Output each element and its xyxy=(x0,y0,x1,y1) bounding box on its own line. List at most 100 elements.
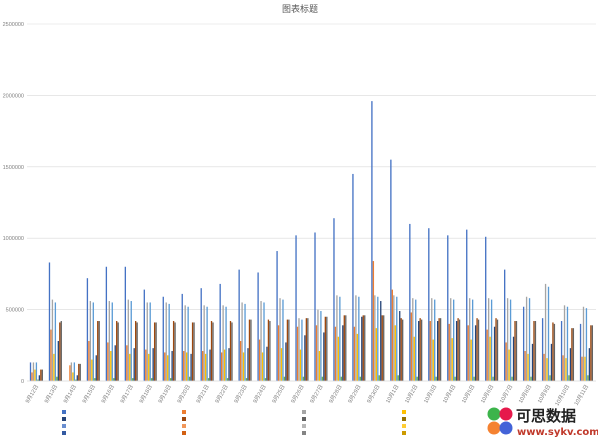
bar xyxy=(413,336,415,381)
bar xyxy=(111,302,113,381)
y-tick-label: 1000000 xyxy=(3,236,24,242)
bar xyxy=(590,325,592,381)
bar xyxy=(531,343,534,381)
bar xyxy=(321,376,324,381)
legend-swatch xyxy=(62,424,66,428)
bar xyxy=(515,321,518,381)
bar xyxy=(286,319,289,381)
bar xyxy=(355,295,357,381)
bar xyxy=(301,319,303,381)
x-tick-label: 9月13日 xyxy=(43,384,59,405)
bar xyxy=(339,296,341,381)
x-tick-label: 9月24日 xyxy=(252,384,268,405)
bar xyxy=(245,378,248,381)
bar xyxy=(153,322,156,381)
bar xyxy=(415,299,417,381)
bar xyxy=(579,323,582,381)
bar xyxy=(467,325,469,381)
bar xyxy=(37,379,39,381)
bar xyxy=(485,236,487,381)
bar xyxy=(257,272,259,381)
bar xyxy=(438,318,440,381)
bar xyxy=(410,312,412,381)
bar xyxy=(60,321,62,381)
bar xyxy=(69,365,71,381)
bar xyxy=(51,299,54,381)
bar xyxy=(504,269,506,381)
bar xyxy=(191,322,194,381)
bar xyxy=(202,351,204,381)
bar xyxy=(326,316,328,381)
bar xyxy=(94,378,96,381)
legend-swatch xyxy=(62,431,66,435)
bar xyxy=(193,322,195,381)
bar xyxy=(32,362,35,381)
bar xyxy=(432,339,434,381)
bar xyxy=(528,298,531,381)
bar xyxy=(471,299,474,381)
x-tick-label: 10月3日 xyxy=(422,384,438,405)
x-tick-label: 10月4日 xyxy=(441,384,457,405)
bar xyxy=(165,302,167,381)
bar xyxy=(434,299,436,381)
bar xyxy=(133,348,135,381)
bar xyxy=(126,345,128,381)
bar xyxy=(148,353,150,381)
bar xyxy=(489,336,491,381)
bar xyxy=(181,293,183,381)
bar xyxy=(396,296,398,381)
bar xyxy=(288,319,290,381)
bar xyxy=(571,328,573,381)
bar xyxy=(56,376,58,381)
bar xyxy=(164,352,166,381)
bar xyxy=(250,319,252,381)
chart-title: 图表标题 xyxy=(282,3,318,14)
y-tick-label: 1500000 xyxy=(3,165,24,171)
bar xyxy=(280,348,283,381)
bar xyxy=(343,315,345,381)
bar xyxy=(152,348,154,381)
bar xyxy=(283,376,286,381)
bar xyxy=(95,355,97,381)
legend-swatch xyxy=(402,410,406,414)
bar xyxy=(534,321,537,381)
bar xyxy=(342,325,344,381)
bar xyxy=(135,321,137,381)
bar xyxy=(450,298,452,381)
bar xyxy=(29,362,32,381)
bar xyxy=(470,339,472,381)
x-tick-label: 9月20日 xyxy=(176,384,192,405)
bar xyxy=(269,321,271,381)
bar xyxy=(371,101,373,381)
bar xyxy=(282,299,284,381)
x-tick-label: 10月1日 xyxy=(384,384,400,405)
bar xyxy=(73,362,76,381)
bar xyxy=(399,311,401,381)
bar xyxy=(151,378,153,381)
x-tick-label: 9月16日 xyxy=(100,384,116,405)
bar xyxy=(184,305,186,381)
bar xyxy=(145,349,147,381)
bar xyxy=(70,362,73,381)
bar xyxy=(97,321,99,381)
x-tick-label: 9月12日 xyxy=(24,384,40,405)
legend-swatch xyxy=(302,417,306,421)
bar xyxy=(248,319,251,381)
bar xyxy=(207,378,210,381)
bar xyxy=(113,378,115,381)
gridlines xyxy=(27,23,596,310)
bar xyxy=(435,376,437,381)
bar xyxy=(86,278,89,381)
legend-swatch xyxy=(302,410,306,414)
x-tick-label: 9月22日 xyxy=(214,384,230,405)
bar xyxy=(431,298,433,381)
bar xyxy=(581,356,583,381)
bar xyxy=(238,269,240,381)
legend-swatch xyxy=(402,431,406,435)
bar xyxy=(318,351,321,381)
legend-swatch xyxy=(182,424,186,428)
bar xyxy=(285,342,287,381)
bar xyxy=(57,341,59,381)
bar xyxy=(129,353,131,381)
bar xyxy=(35,362,38,381)
